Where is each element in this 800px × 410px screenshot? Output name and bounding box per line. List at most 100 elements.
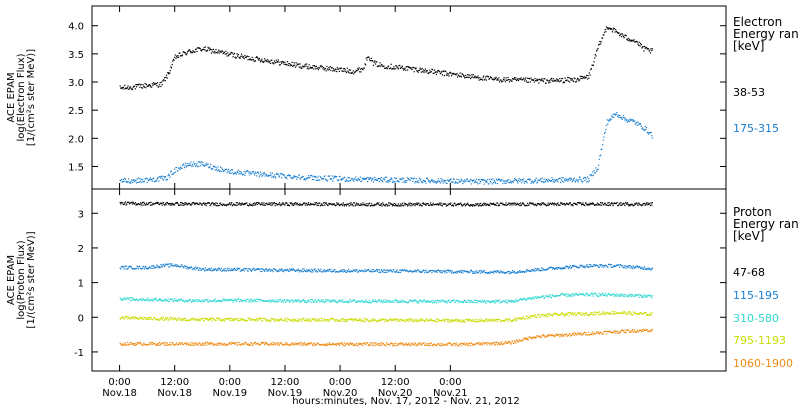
data-point bbox=[514, 202, 516, 204]
data-point bbox=[270, 301, 272, 303]
data-point bbox=[151, 265, 153, 267]
data-point bbox=[275, 173, 277, 175]
data-point bbox=[179, 202, 182, 204]
data-point bbox=[613, 28, 615, 30]
data-point bbox=[403, 69, 405, 71]
data-point bbox=[227, 270, 230, 272]
data-point bbox=[453, 205, 455, 207]
data-point bbox=[449, 319, 451, 321]
data-point bbox=[430, 180, 432, 182]
data-point bbox=[292, 64, 294, 66]
data-point bbox=[433, 204, 436, 206]
data-point bbox=[321, 301, 323, 303]
data-point bbox=[164, 77, 166, 79]
data-point bbox=[282, 270, 284, 272]
data-point bbox=[603, 202, 606, 204]
data-point bbox=[338, 203, 340, 205]
data-point bbox=[128, 344, 130, 346]
data-point bbox=[227, 318, 229, 320]
data-point bbox=[229, 299, 231, 301]
data-point bbox=[307, 66, 309, 68]
data-point bbox=[478, 79, 480, 81]
data-point bbox=[318, 269, 320, 271]
data-point bbox=[599, 40, 601, 43]
data-point bbox=[334, 204, 336, 206]
data-point bbox=[491, 301, 493, 303]
data-point bbox=[260, 270, 262, 273]
data-point bbox=[567, 267, 569, 270]
data-point bbox=[235, 269, 237, 272]
data-point bbox=[227, 52, 229, 54]
data-point bbox=[257, 58, 259, 60]
data-point bbox=[540, 313, 543, 316]
data-point bbox=[138, 266, 140, 268]
data-point bbox=[647, 48, 650, 50]
data-point bbox=[138, 318, 140, 320]
data-point bbox=[512, 270, 514, 272]
data-point bbox=[131, 201, 133, 203]
data-point bbox=[290, 63, 292, 66]
data-point bbox=[561, 313, 564, 315]
data-point bbox=[294, 202, 296, 204]
data-point bbox=[345, 319, 347, 321]
data-point bbox=[563, 181, 565, 183]
data-point bbox=[123, 203, 125, 206]
data-point bbox=[342, 301, 344, 303]
data-point bbox=[161, 204, 163, 206]
data-point bbox=[560, 293, 562, 295]
data-point bbox=[162, 263, 165, 265]
data-point bbox=[165, 204, 167, 206]
data-point bbox=[636, 203, 638, 205]
data-point bbox=[132, 181, 134, 184]
data-point bbox=[448, 269, 450, 271]
data-point bbox=[296, 178, 298, 180]
data-point bbox=[347, 203, 349, 205]
data-point bbox=[542, 79, 544, 82]
data-point bbox=[158, 267, 160, 269]
data-point bbox=[451, 270, 453, 272]
data-point bbox=[454, 202, 456, 204]
data-point bbox=[346, 301, 348, 303]
data-point bbox=[122, 266, 124, 268]
data-point bbox=[495, 76, 497, 78]
data-point bbox=[164, 202, 167, 205]
data-point bbox=[280, 203, 282, 205]
data-point bbox=[286, 61, 289, 63]
data-point bbox=[183, 167, 186, 169]
data-point bbox=[571, 78, 573, 80]
data-point bbox=[267, 269, 269, 271]
data-point bbox=[227, 170, 229, 172]
data-point bbox=[541, 177, 543, 179]
data-point bbox=[401, 202, 403, 204]
data-point bbox=[634, 294, 636, 296]
data-point bbox=[520, 179, 522, 181]
data-point bbox=[412, 271, 415, 273]
data-point bbox=[329, 177, 331, 180]
data-point bbox=[477, 179, 480, 181]
data-point bbox=[293, 204, 295, 206]
data-point bbox=[559, 177, 561, 179]
data-point bbox=[136, 343, 138, 345]
data-point bbox=[602, 313, 604, 315]
data-point bbox=[478, 179, 480, 181]
data-point bbox=[205, 269, 207, 271]
data-point bbox=[523, 178, 525, 180]
data-point bbox=[378, 269, 380, 271]
data-point bbox=[650, 269, 652, 271]
data-point bbox=[594, 264, 596, 266]
data-point bbox=[145, 177, 147, 179]
data-point bbox=[273, 203, 275, 205]
data-point bbox=[135, 317, 137, 319]
data-point bbox=[512, 300, 514, 302]
data-point bbox=[416, 202, 418, 204]
data-point bbox=[610, 266, 612, 268]
data-point bbox=[460, 269, 462, 271]
data-point bbox=[437, 178, 440, 180]
data-point bbox=[281, 173, 283, 175]
data-point bbox=[630, 313, 632, 315]
data-point bbox=[558, 267, 560, 269]
data-point bbox=[443, 270, 445, 272]
data-point bbox=[532, 181, 534, 183]
data-point bbox=[186, 265, 188, 267]
data-point bbox=[369, 300, 371, 302]
